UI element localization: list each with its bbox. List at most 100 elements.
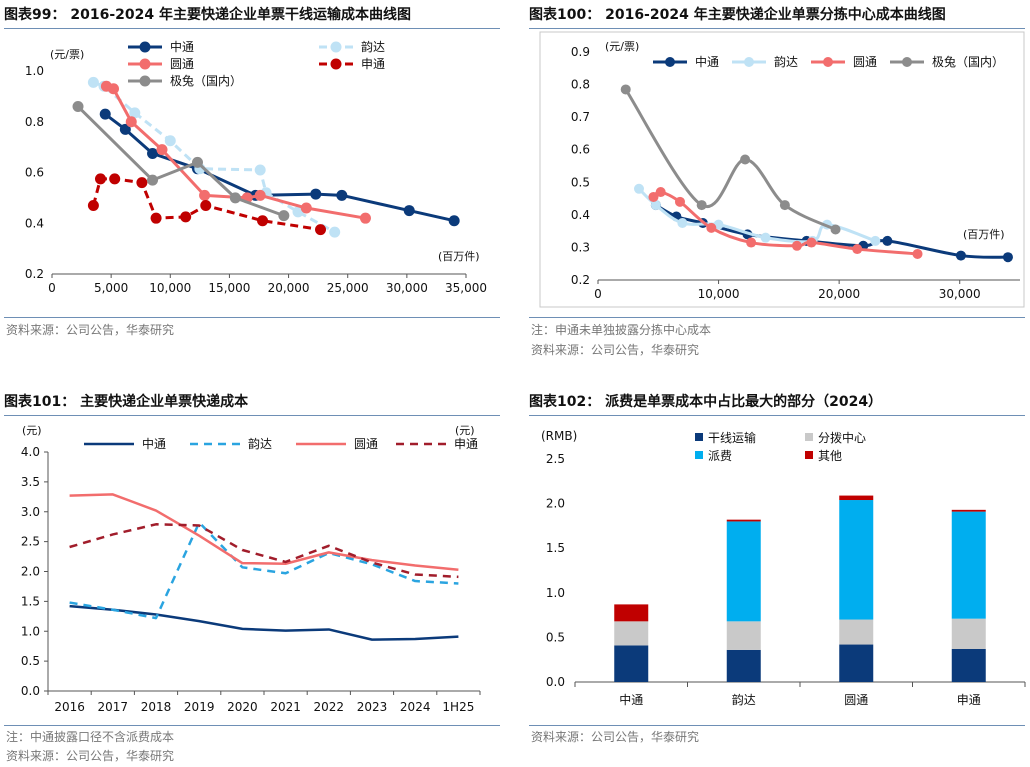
y-tick-label: 0.6 — [25, 166, 44, 180]
legend-label: 申通 — [361, 57, 385, 71]
legend-swatch-分拨中心 — [805, 433, 813, 441]
data-point-申通 — [94, 173, 106, 185]
legend-label: 韵达 — [774, 54, 798, 69]
data-point-中通 — [448, 215, 460, 227]
legend-label: 申通 — [454, 437, 478, 451]
x-tick-label: 0 — [594, 287, 602, 301]
data-point-极兔（国内） — [229, 192, 241, 204]
y-tick-label: 2.0 — [21, 565, 40, 579]
legend-label: 中通 — [142, 436, 166, 451]
legend-label: 中通 — [170, 39, 194, 54]
legend-marker-韵达 — [744, 57, 754, 67]
bar-segment-派费 — [951, 511, 986, 619]
y-axis-label-right: (元) — [455, 424, 475, 437]
y-tick-label: 0.0 — [21, 684, 40, 698]
x-tick-label: 2019 — [184, 700, 215, 714]
y-tick-label: 0.8 — [571, 78, 590, 92]
data-point-中通 — [403, 205, 415, 217]
chart-note: 注：申通未单独披露分拣中心成本 — [531, 323, 712, 337]
x-tick-label: 2017 — [98, 700, 129, 714]
data-point-韵达 — [292, 206, 304, 218]
data-point-圆通 — [359, 212, 371, 224]
y-tick-label: 0.4 — [571, 208, 590, 222]
x-axis-label: (百万件) — [438, 250, 480, 263]
data-point-韵达 — [329, 226, 341, 238]
data-point-圆通 — [806, 237, 817, 248]
bar-segment-派费 — [726, 521, 761, 622]
y-tick-label: 1.5 — [21, 594, 40, 608]
legend-swatch-其他 — [805, 451, 813, 459]
bar-segment-其他 — [839, 495, 874, 501]
legend-label: 圆通 — [354, 437, 378, 451]
data-point-韵达 — [254, 164, 266, 176]
source-note: 资料来源：公司公告，华泰研究 — [531, 730, 700, 744]
legend-label: 派费 — [708, 449, 732, 463]
data-point-申通 — [180, 211, 192, 223]
y-tick-label: 2.5 — [546, 452, 565, 466]
legend-marker-中通 — [665, 57, 675, 67]
data-point-申通 — [315, 224, 327, 236]
series-line-中通 — [69, 604, 459, 641]
y-tick-label: 1.0 — [21, 624, 40, 638]
series-line-圆通 — [69, 493, 459, 571]
y-tick-label: 1.0 — [546, 586, 565, 600]
data-point-圆通 — [108, 83, 120, 95]
bar-segment-干线运输 — [951, 648, 986, 682]
x-tick-label: 5,000 — [94, 281, 128, 295]
bar-segment-干线运输 — [726, 649, 761, 682]
data-point-申通 — [109, 173, 121, 185]
y-tick-label: 0.9 — [571, 45, 590, 59]
data-point-韵达 — [87, 76, 99, 88]
data-point-圆通 — [655, 187, 666, 198]
y-tick-label: 0.4 — [25, 216, 44, 230]
x-tick-label: 15,000 — [208, 281, 250, 295]
chart-101-plot: 0.0 0.5 1.0 1.5 2.0 2.5 3.0 3.5 4.0 2016 2017 2018 2… — [21, 424, 481, 714]
series-line-申通 — [69, 523, 459, 579]
y-tick-label: 4.0 — [21, 445, 40, 459]
y-tick-label: 1.5 — [546, 541, 565, 555]
data-point-圆通 — [125, 116, 137, 128]
bar-segment-其他 — [726, 519, 761, 522]
data-point-圆通 — [912, 248, 923, 259]
legend-label: 韵达 — [248, 436, 272, 451]
series-line-韵达 — [69, 521, 459, 620]
data-point-圆通 — [648, 191, 659, 202]
x-axis-label: (百万件) — [963, 228, 1005, 241]
bar-segment-分拨中心 — [951, 618, 986, 649]
data-point-韵达 — [650, 200, 661, 211]
legend-marker-极兔（国内） — [902, 57, 912, 67]
data-point-极兔（国内） — [779, 200, 790, 211]
legend-label: 其他 — [818, 449, 842, 463]
data-point-极兔（国内） — [72, 101, 84, 113]
x-tick-label: 申通 — [957, 693, 981, 707]
data-point-圆通 — [300, 202, 312, 214]
bar-segment-分拨中心 — [726, 621, 761, 650]
data-point-圆通 — [674, 196, 685, 207]
legend-label: 分拨中心 — [818, 430, 866, 445]
legend-label: 干线运输 — [708, 430, 756, 445]
data-point-韵达 — [760, 232, 771, 243]
x-tick-label: 20,000 — [818, 287, 860, 301]
bar-segment-其他 — [614, 604, 649, 622]
x-tick-label: 10,000 — [698, 287, 740, 301]
data-point-圆通 — [199, 189, 211, 201]
data-point-中通 — [147, 147, 159, 159]
source-note: 资料来源：公司公告，华泰研究 — [6, 749, 175, 763]
y-axis-label: (元/票) — [605, 40, 639, 53]
chart-title: 图表99： 2016-2024 年主要快递企业单票干线运输成本曲线图 — [4, 7, 411, 23]
data-point-中通 — [955, 250, 966, 261]
x-tick-label: 2016 — [54, 700, 85, 714]
chart-99-plot: 0 5,000 10,000 15,000 20,000 25,000 30,000 35,0… — [25, 39, 487, 295]
x-tick-label: 2023 — [357, 700, 388, 714]
y-axis-label: (元) — [22, 424, 42, 437]
y-tick-label: 0.3 — [571, 240, 590, 254]
data-point-极兔（国内） — [147, 174, 159, 186]
data-point-圆通 — [156, 144, 168, 156]
legend-marker-韵达 — [330, 41, 342, 53]
bar-segment-干线运输 — [614, 645, 649, 682]
x-tick-label: 30,000 — [386, 281, 428, 295]
data-point-圆通 — [791, 240, 802, 251]
data-point-韵达 — [164, 135, 176, 147]
chart-102-plot: 0.0 0.5 1.0 1.5 2.0 2.5 中通 韵达 圆通 申通 (RMB) 干线运输 分拨中心派… — [541, 429, 1026, 707]
data-point-极兔（国内） — [830, 224, 841, 235]
